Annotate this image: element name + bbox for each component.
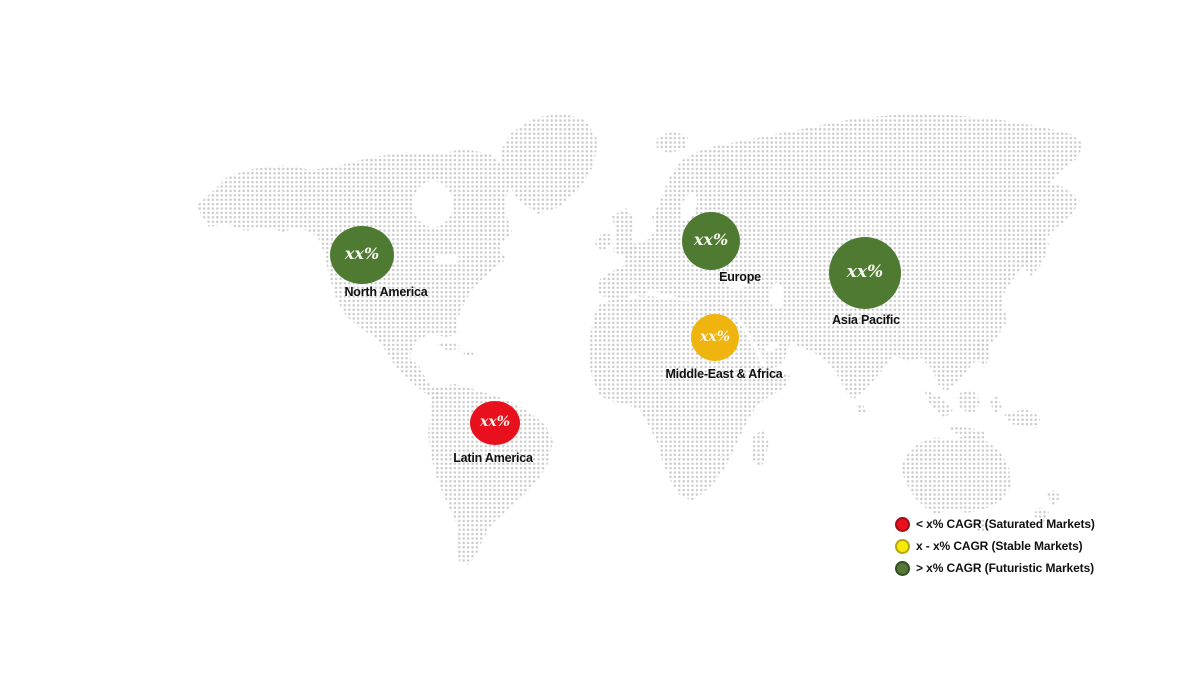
landmass-madagascar: [751, 429, 769, 467]
legend-label: < x% CAGR (Saturated Markets): [916, 517, 1095, 531]
futuristic-markets-dot-icon: [895, 560, 910, 576]
landmass-southeast-asia-islands: [924, 337, 1041, 440]
region-bubble-asia-pacific: xx%: [829, 237, 901, 309]
inland-seas: [413, 181, 784, 353]
landmass-australia: [901, 434, 1011, 534]
saturated-markets-dot-icon: [895, 516, 910, 532]
region-label-europe: Europe: [719, 270, 761, 284]
landmass-japan: [1022, 231, 1049, 276]
legend: < x% CAGR (Saturated Markets) x - x% CAG…: [895, 516, 1095, 583]
legend-item-futuristic: > x% CAGR (Futuristic Markets): [895, 560, 1095, 576]
landmass-british-isles: [595, 208, 639, 258]
region-label-asia-pacific: Asia Pacific: [832, 313, 900, 327]
landmass-sri-lanka: [856, 404, 866, 415]
legend-item-stable: x - x% CAGR (Stable Markets): [895, 538, 1095, 554]
region-bubble-north-america: xx%: [330, 226, 394, 284]
region-label-latin-america: Latin America: [453, 451, 533, 465]
legend-item-saturated: < x% CAGR (Saturated Markets): [895, 516, 1095, 532]
legend-label: > x% CAGR (Futuristic Markets): [916, 561, 1095, 575]
landmass-caribbean: [437, 342, 474, 357]
legend-label: x - x% CAGR (Stable Markets): [916, 539, 1083, 553]
stable-markets-dot-icon: [895, 538, 910, 554]
region-bubble-latin-america: xx%: [470, 401, 520, 445]
region-bubble-europe: xx%: [682, 212, 740, 270]
landmass-africa: [588, 296, 790, 501]
landmass-greenland: [500, 113, 598, 214]
region-value: xx%: [693, 230, 729, 249]
region-value: xx%: [700, 328, 730, 345]
landmass-new-zealand: [1034, 489, 1061, 522]
region-value: xx%: [344, 244, 380, 263]
region-label-middle-east-africa: Middle-East & Africa: [665, 367, 783, 381]
landmass-south-america: [428, 384, 553, 565]
landmass-iceland: [656, 131, 688, 153]
region-label-north-america: North America: [344, 285, 428, 299]
region-value: xx%: [480, 414, 510, 430]
region-bubble-middle-east-africa: xx%: [691, 314, 739, 361]
region-value: xx%: [846, 261, 884, 282]
